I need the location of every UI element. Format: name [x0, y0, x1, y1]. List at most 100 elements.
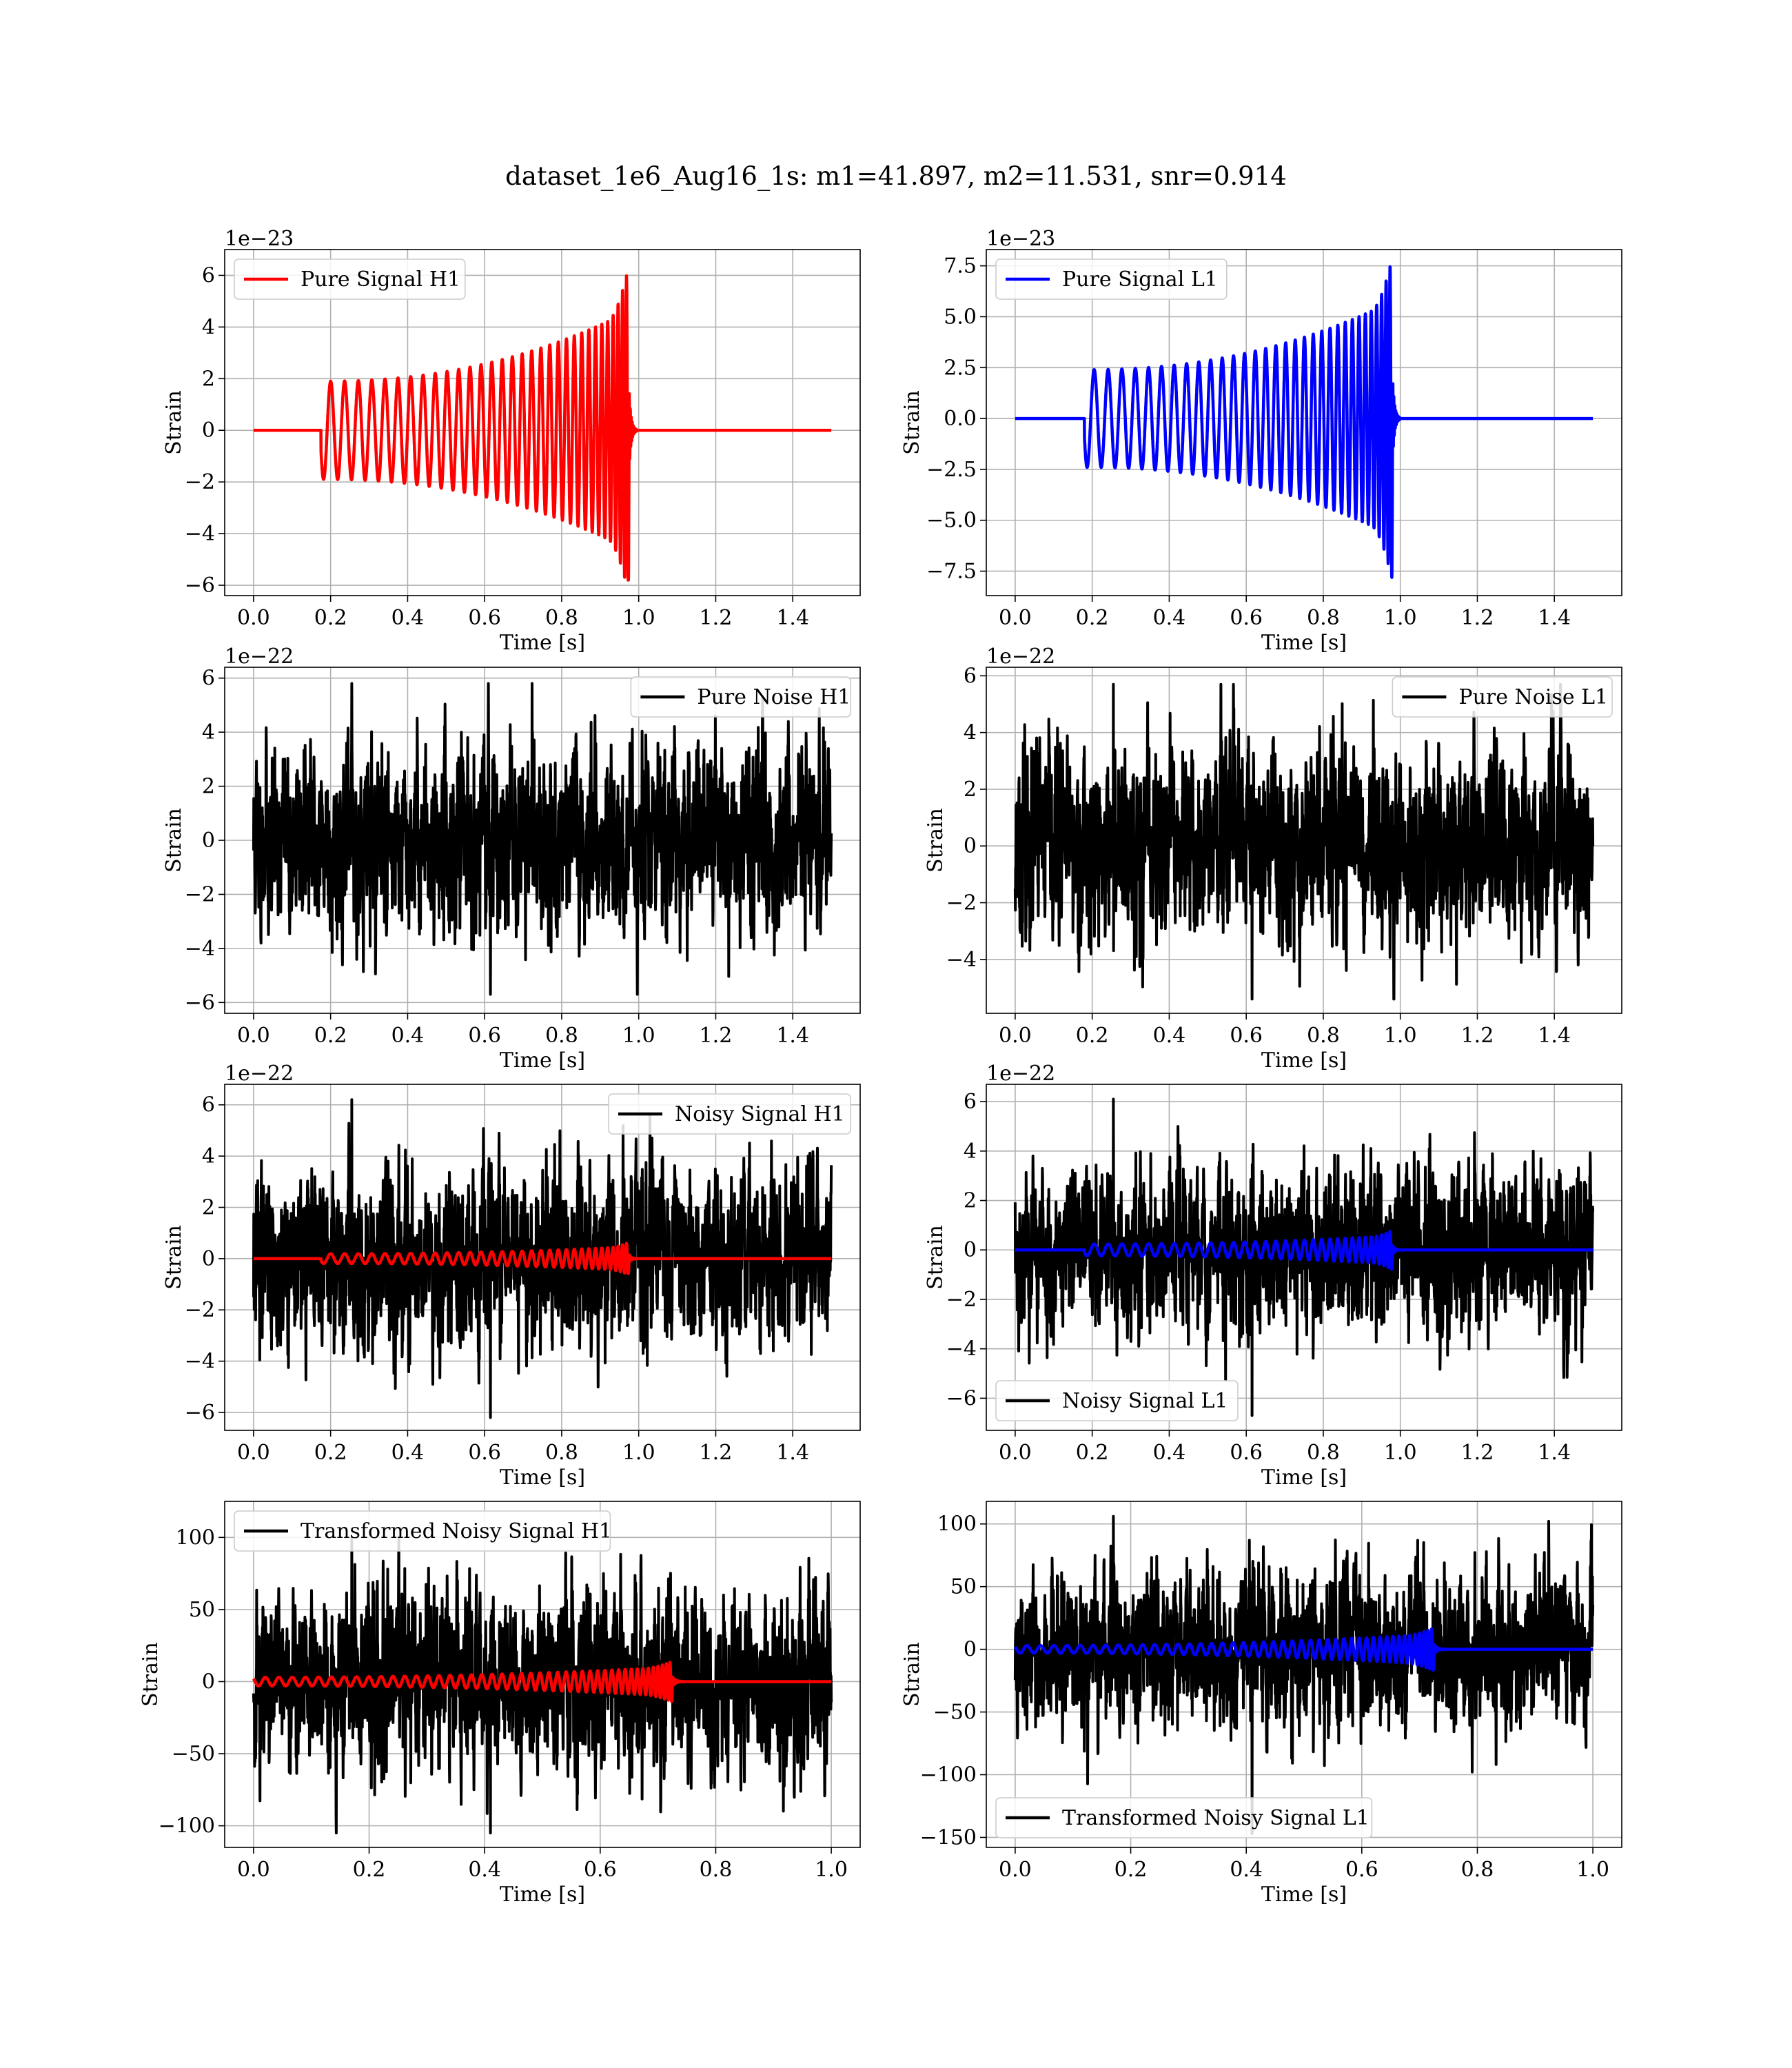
x-tick-label: 1.0	[622, 1441, 655, 1465]
y-tick-label: −4	[946, 1337, 977, 1361]
x-axis-label: Time [s]	[1261, 631, 1347, 655]
legend: Noisy Signal L1	[995, 1380, 1239, 1421]
x-tick-label: 0.2	[314, 1441, 347, 1465]
axes-frame	[224, 249, 861, 596]
x-tick-label: 1.0	[1384, 1024, 1417, 1048]
axis-offset-text: 1e−22	[986, 1062, 1055, 1086]
x-axis-label: Time [s]	[500, 631, 585, 655]
series-group	[252, 1098, 833, 1419]
legend-label: Noisy Signal L1	[1062, 1389, 1228, 1413]
y-tick-label: −7.5	[926, 560, 977, 584]
subplot-pure-signal-l1: 0.0 0.2 0.4 0.6 0.8 1.0 1.2 1.4 −7.5 −5.0 −2.5 0.0 2…	[900, 227, 1622, 655]
y-tick-label: 7.5	[944, 254, 977, 278]
y-tick-label: −150	[920, 1825, 977, 1849]
y-tick-label: 2	[202, 775, 215, 799]
y-tick-label: 6	[202, 1093, 215, 1117]
subplot-noisy-signal-l1: 0.0 0.2 0.4 0.6 0.8 1.0 1.2 1.4 −6 −4 −2 0 2 4 6 1e−22 T…	[924, 1062, 1622, 1490]
x-tick-label: 0.6	[1230, 1441, 1263, 1465]
x-tick-label: 0.4	[1153, 1024, 1186, 1048]
y-tick-label: 0	[964, 834, 977, 858]
x-tick-label: 0.2	[1114, 1858, 1148, 1882]
y-axis-label: Strain	[162, 808, 186, 873]
axis-offset-text: 1e−23	[986, 227, 1055, 251]
x-tick-label: 0.6	[584, 1858, 617, 1882]
axis-offset-text: 1e−22	[225, 1062, 294, 1086]
y-tick-label: 2	[964, 1189, 977, 1213]
x-tick-label: 0.0	[237, 1024, 270, 1048]
x-tick-label: 0.8	[700, 1858, 733, 1882]
x-tick-label: 1.2	[700, 1024, 733, 1048]
x-tick-label: 0.8	[1307, 1024, 1340, 1048]
signal-line-1	[252, 1661, 833, 1703]
y-tick-label: 100	[937, 1512, 977, 1537]
noise-line-0	[1013, 682, 1595, 1001]
x-tick-label: 0.4	[391, 1024, 425, 1048]
signal-line-1	[1013, 1230, 1595, 1271]
legend-box	[995, 1380, 1239, 1421]
legend: Transformed Noisy Signal H1	[234, 1510, 612, 1552]
y-tick-label: 4	[964, 1139, 977, 1164]
y-tick-label: −2	[946, 1288, 977, 1312]
series-group	[1013, 265, 1595, 579]
y-tick-label: 4	[964, 721, 977, 745]
legend-box	[995, 1797, 1373, 1838]
y-tick-label: 0	[202, 418, 215, 443]
x-tick-label: 0.2	[314, 1024, 347, 1048]
x-tick-label: 0.6	[1230, 606, 1263, 630]
x-tick-label: 1.0	[1384, 606, 1417, 630]
subplot-noisy-signal-h1: 0.0 0.2 0.4 0.6 0.8 1.0 1.2 1.4 −6 −4 −2 0 2 4 6 1e−22 T…	[162, 1062, 861, 1490]
x-axis-label: Time [s]	[500, 1883, 585, 1907]
y-tick-label: 0	[964, 1638, 977, 1662]
figure-title: dataset_1e6_Aug16_1s: m1=41.897, m2=11.5…	[505, 161, 1287, 192]
legend-box	[630, 676, 851, 718]
y-tick-label: 2	[202, 367, 215, 391]
x-tick-label: 0.8	[1307, 606, 1340, 630]
x-axis-label: Time [s]	[500, 1048, 585, 1073]
x-tick-label: 0.6	[468, 1024, 501, 1048]
x-tick-label: 1.0	[622, 606, 655, 630]
x-tick-label: 1.0	[1576, 1858, 1609, 1882]
axes-frame	[986, 1501, 1622, 1848]
x-tick-label: 0.2	[1076, 1441, 1109, 1465]
x-tick-label: 0.0	[999, 606, 1032, 630]
noise-line-0	[252, 682, 833, 996]
x-tick-label: 1.2	[1461, 1441, 1494, 1465]
subplot-pure-signal-h1: 0.0 0.2 0.4 0.6 0.8 1.0 1.2 1.4 −6 −4 −2 0 2 4 6 1e−23 T…	[162, 227, 861, 655]
y-tick-label: 6	[202, 263, 215, 287]
x-tick-label: 0.8	[1307, 1441, 1340, 1465]
y-tick-label: −4	[185, 1350, 215, 1374]
x-tick-label: 0.6	[1230, 1024, 1263, 1048]
y-tick-label: −6	[185, 991, 215, 1015]
y-tick-label: −4	[185, 522, 215, 546]
x-tick-label: 0.4	[468, 1858, 501, 1882]
x-tick-label: 1.4	[1538, 1024, 1571, 1048]
legend-label: Transformed Noisy Signal H1	[301, 1519, 612, 1543]
x-tick-label: 0.4	[1153, 606, 1186, 630]
y-tick-label: −2	[185, 1298, 215, 1322]
axis-offset-text: 1e−23	[225, 227, 294, 251]
y-axis-label: Strain	[924, 808, 948, 873]
legend-label: Pure Noise H1	[697, 685, 851, 709]
x-tick-label: 1.0	[622, 1024, 655, 1048]
x-tick-label: 0.4	[1230, 1858, 1263, 1882]
axes-frame	[986, 249, 1622, 596]
x-tick-label: 1.2	[700, 1441, 733, 1465]
subplot-transformed-noisy-signal-h1: 0.0 0.2 0.4 0.6 0.8 1.0 −100 −50 0 50 100 Time [s] S…	[139, 1501, 861, 1907]
series-group	[1013, 1097, 1595, 1417]
y-tick-label: 50	[950, 1575, 977, 1599]
legend-box	[234, 1510, 611, 1552]
x-tick-label: 1.0	[1384, 1441, 1417, 1465]
y-tick-label: 0.0	[944, 407, 977, 431]
x-axis-label: Time [s]	[1261, 1048, 1347, 1073]
x-tick-label: 0.8	[545, 606, 578, 630]
legend: Transformed Noisy Signal L1	[995, 1797, 1373, 1838]
x-tick-label: 1.2	[700, 606, 733, 630]
x-tick-label: 0.0	[237, 1858, 270, 1882]
x-tick-label: 0.0	[999, 1024, 1032, 1048]
x-tick-label: 0.0	[237, 1441, 270, 1465]
x-tick-label: 0.8	[545, 1441, 578, 1465]
subplot-pure-noise-l1: 0.0 0.2 0.4 0.6 0.8 1.0 1.2 1.4 −4 −2 0 2 4 6 1e−22 Tim…	[924, 645, 1622, 1073]
series-group	[1013, 1514, 1595, 1835]
y-tick-label: 4	[202, 1144, 215, 1168]
y-axis-label: Strain	[139, 1642, 163, 1707]
